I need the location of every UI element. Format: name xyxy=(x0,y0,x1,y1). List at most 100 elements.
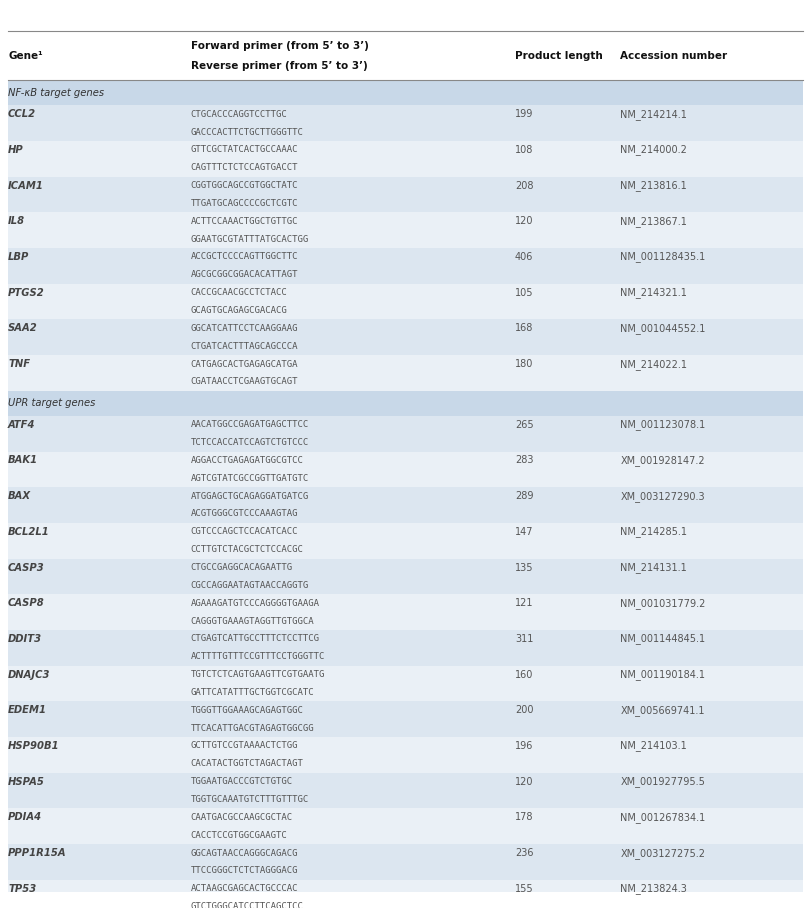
Text: NM_214285.1: NM_214285.1 xyxy=(620,527,688,538)
Text: IL8: IL8 xyxy=(8,216,25,226)
Text: 160: 160 xyxy=(515,669,534,679)
Text: GGCATCATTCCTCAAGGAAG: GGCATCATTCCTCAAGGAAG xyxy=(191,324,298,333)
Text: TGTCTCTCAGTGAAGTTCGTGAATG: TGTCTCTCAGTGAAGTTCGTGAATG xyxy=(191,670,325,679)
Text: ACCGCTCCCCAGTTGGCTTC: ACCGCTCCCCAGTTGGCTTC xyxy=(191,252,298,262)
Text: CAATGACGCCAAGCGCTAC: CAATGACGCCAAGCGCTAC xyxy=(191,813,293,822)
Text: CAGGGTGAAAGTAGGTTGTGGCA: CAGGGTGAAAGTAGGTTGTGGCA xyxy=(191,617,314,626)
Text: Forward primer (from 5’ to 3’): Forward primer (from 5’ to 3’) xyxy=(191,41,368,51)
Text: NM_001128435.1: NM_001128435.1 xyxy=(620,252,706,262)
Text: ACTAAGCGAGCACTGCCCAC: ACTAAGCGAGCACTGCCCAC xyxy=(191,884,298,893)
Text: CTGCCGAGGCACAGAATTG: CTGCCGAGGCACAGAATTG xyxy=(191,563,293,572)
Text: CTGATCACTTTAGCAGCCCA: CTGATCACTTTAGCAGCCCA xyxy=(191,341,298,350)
Text: PPP1R15A: PPP1R15A xyxy=(8,848,67,858)
Text: NM_214103.1: NM_214103.1 xyxy=(620,741,687,752)
Bar xyxy=(8,773,803,808)
Text: 236: 236 xyxy=(515,848,534,858)
Bar xyxy=(8,105,803,141)
Text: XM_003127290.3: XM_003127290.3 xyxy=(620,490,705,501)
Text: Reverse primer (from 5’ to 3’): Reverse primer (from 5’ to 3’) xyxy=(191,61,367,71)
Text: LBP: LBP xyxy=(8,252,29,262)
Text: GATTCATATTTGCTGGTCGCATC: GATTCATATTTGCTGGTCGCATC xyxy=(191,688,314,697)
Text: ICAM1: ICAM1 xyxy=(8,181,44,191)
Text: HSP90B1: HSP90B1 xyxy=(8,741,60,751)
Text: CASP8: CASP8 xyxy=(8,598,45,608)
Text: NM_213824.3: NM_213824.3 xyxy=(620,883,687,894)
Text: GCTTGTCCGTAAAACTCTGG: GCTTGTCCGTAAAACTCTGG xyxy=(191,742,298,751)
Text: HP: HP xyxy=(8,145,24,155)
Text: CTGAGTCATTGCCTTTCTCCTTCG: CTGAGTCATTGCCTTTCTCCTTCG xyxy=(191,635,320,644)
Text: BCL2L1: BCL2L1 xyxy=(8,527,49,537)
Text: BAX: BAX xyxy=(8,491,32,501)
Bar xyxy=(8,737,803,773)
Bar xyxy=(8,488,803,523)
Text: GGAATGCGTATTTATGCACTGG: GGAATGCGTATTTATGCACTGG xyxy=(191,234,309,243)
Text: ACTTCCAAACTGGCTGTTGC: ACTTCCAAACTGGCTGTTGC xyxy=(191,217,298,226)
Text: 168: 168 xyxy=(515,323,534,333)
Text: NM_214321.1: NM_214321.1 xyxy=(620,287,687,298)
Text: Accession number: Accession number xyxy=(620,51,727,61)
Bar xyxy=(8,630,803,666)
Text: CATGAGCACTGAGAGCATGA: CATGAGCACTGAGAGCATGA xyxy=(191,360,298,369)
Text: GTTCGCTATCACTGCCAAAC: GTTCGCTATCACTGCCAAAC xyxy=(191,145,298,154)
Text: ATGGAGCTGCAGAGGATGATCG: ATGGAGCTGCAGAGGATGATCG xyxy=(191,491,309,500)
Text: 208: 208 xyxy=(515,181,534,191)
Text: CACATACTGGTCTAGACTAGT: CACATACTGGTCTAGACTAGT xyxy=(191,759,303,768)
Text: 135: 135 xyxy=(515,563,534,573)
Text: GGCAGTAACCAGGGCAGACG: GGCAGTAACCAGGGCAGACG xyxy=(191,849,298,857)
Bar xyxy=(8,880,803,908)
Text: SAA2: SAA2 xyxy=(8,323,38,333)
Text: 265: 265 xyxy=(515,419,534,429)
Text: TTGATGCAGCCCCGCTCGTC: TTGATGCAGCCCCGCTCGTC xyxy=(191,199,298,208)
Text: PTGS2: PTGS2 xyxy=(8,288,45,298)
Text: 196: 196 xyxy=(515,741,534,751)
Text: CAGTTTCTCTCCAGTGACCT: CAGTTTCTCTCCAGTGACCT xyxy=(191,163,298,173)
Bar xyxy=(8,558,803,594)
Bar xyxy=(8,416,803,451)
Bar xyxy=(8,451,803,488)
Text: AACATGGCCGAGATGAGCTTCC: AACATGGCCGAGATGAGCTTCC xyxy=(191,420,309,429)
Text: CTGCACCCAGGTCCTTGC: CTGCACCCAGGTCCTTGC xyxy=(191,110,287,119)
Text: 200: 200 xyxy=(515,706,534,716)
Text: NM_001123078.1: NM_001123078.1 xyxy=(620,419,706,430)
Text: PDIA4: PDIA4 xyxy=(8,813,42,823)
Bar xyxy=(8,141,803,177)
Text: 180: 180 xyxy=(515,359,534,369)
Text: CASP3: CASP3 xyxy=(8,563,45,573)
Text: CCL2: CCL2 xyxy=(8,109,36,119)
Bar xyxy=(8,284,803,320)
Bar xyxy=(8,523,803,558)
Text: TP53: TP53 xyxy=(8,883,36,893)
Bar xyxy=(8,844,803,880)
Text: TGGAATGACCCGTCTGTGC: TGGAATGACCCGTCTGTGC xyxy=(191,777,293,786)
Text: NM_213867.1: NM_213867.1 xyxy=(620,216,687,227)
Bar xyxy=(8,808,803,844)
Text: 120: 120 xyxy=(515,216,534,226)
Bar xyxy=(8,390,803,416)
Text: CGCCAGGAATAGTAACCAGGTG: CGCCAGGAATAGTAACCAGGTG xyxy=(191,581,309,590)
Text: NM_001044552.1: NM_001044552.1 xyxy=(620,323,706,334)
Text: DNAJC3: DNAJC3 xyxy=(8,669,50,679)
Bar xyxy=(8,355,803,390)
Text: Gene¹: Gene¹ xyxy=(8,51,43,61)
Bar xyxy=(8,31,803,80)
Text: TGGTGCAAATGTCTTTGTTTGC: TGGTGCAAATGTCTTTGTTTGC xyxy=(191,795,309,804)
Text: CGGTGGCAGCCGTGGCTATC: CGGTGGCAGCCGTGGCTATC xyxy=(191,181,298,190)
Text: GTCTGGGCATCCTTCAGCTCC: GTCTGGGCATCCTTCAGCTCC xyxy=(191,902,303,908)
Bar xyxy=(8,177,803,212)
Text: 283: 283 xyxy=(515,456,534,466)
Text: 406: 406 xyxy=(515,252,534,262)
Text: NM_213816.1: NM_213816.1 xyxy=(620,180,687,191)
Text: NM_001190184.1: NM_001190184.1 xyxy=(620,669,706,680)
Text: 155: 155 xyxy=(515,883,534,893)
Text: TTCCGGGCTCTCTAGGGACG: TTCCGGGCTCTCTAGGGACG xyxy=(191,866,298,875)
Text: 147: 147 xyxy=(515,527,534,537)
Text: 311: 311 xyxy=(515,634,534,644)
Text: 199: 199 xyxy=(515,109,534,119)
Text: 108: 108 xyxy=(515,145,534,155)
Text: ACGTGGGCGTCCCAAAGTAG: ACGTGGGCGTCCCAAAGTAG xyxy=(191,509,298,518)
Text: 289: 289 xyxy=(515,491,534,501)
Text: NF-κB target genes: NF-κB target genes xyxy=(8,88,105,98)
Text: TCTCCACCATCCAGTCTGTCCC: TCTCCACCATCCAGTCTGTCCC xyxy=(191,438,309,447)
Text: TNF: TNF xyxy=(8,359,30,369)
Text: Product length: Product length xyxy=(515,51,603,61)
